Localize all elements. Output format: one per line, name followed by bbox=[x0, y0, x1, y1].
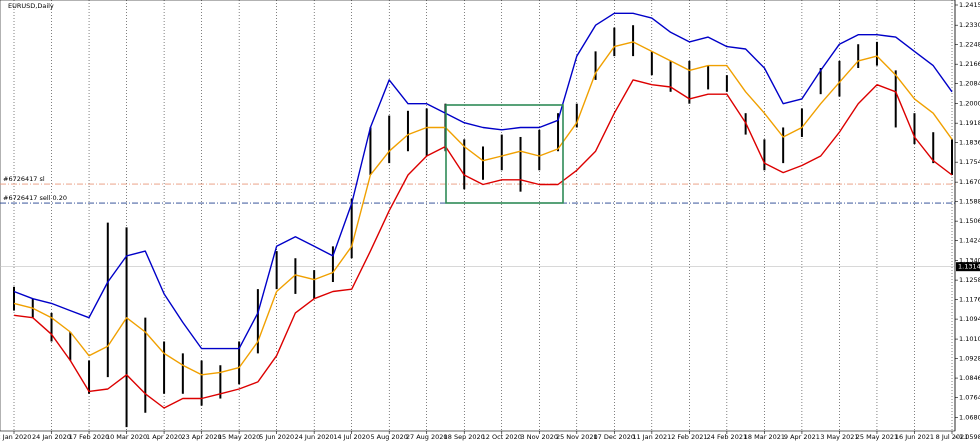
y-tick-label: 1.17540 bbox=[959, 158, 980, 166]
x-tick-label: 16 Jun 2021 bbox=[895, 433, 934, 441]
y-tick-label: 1.07640 bbox=[959, 394, 980, 402]
order-line-label: #6726417 sl bbox=[3, 175, 45, 183]
x-tick-label: 5 Jun 2020 bbox=[259, 433, 294, 441]
x-tick-label: 11 Jan 2021 bbox=[632, 433, 671, 441]
highlight-box bbox=[445, 104, 564, 204]
chart-title: EURUSD,Daily bbox=[8, 2, 54, 10]
y-tick-label: 1.06800 bbox=[959, 414, 980, 422]
x-tick-label: 25 May 2021 bbox=[856, 433, 898, 441]
x-tick-label: 24 Jan 2020 bbox=[32, 433, 71, 441]
y-tick-label: 1.16700 bbox=[959, 178, 980, 186]
x-tick-label: 5 Aug 2020 bbox=[370, 433, 408, 441]
y-tick-label: 1.18360 bbox=[959, 139, 980, 147]
x-tick-label: 18 Sep 2020 bbox=[444, 433, 485, 441]
y-tick-label: 1.10940 bbox=[959, 315, 980, 323]
y-tick-label: 1.15880 bbox=[959, 198, 980, 206]
y-tick-label: 1.22480 bbox=[959, 41, 980, 49]
x-tick-label: 17 Dec 2020 bbox=[594, 433, 636, 441]
y-tick-label: 1.05980 bbox=[959, 433, 980, 441]
last-price-label: 1.13145 bbox=[958, 263, 980, 271]
y-tick-label: 1.24150 bbox=[959, 1, 980, 9]
y-tick-label: 1.14240 bbox=[959, 237, 980, 245]
band-line bbox=[13, 41, 953, 376]
x-tick-label: 3 May 2021 bbox=[820, 433, 858, 441]
y-tick-label: 1.10100 bbox=[959, 335, 980, 343]
y-tick-label: 1.12580 bbox=[959, 276, 980, 284]
x-tick-label: 24 Feb 2021 bbox=[707, 433, 747, 441]
x-tick-label: 9 Apr 2021 bbox=[784, 433, 820, 441]
y-tick-label: 1.21660 bbox=[959, 60, 980, 68]
y-tick-label: 1.15060 bbox=[959, 217, 980, 225]
band-line bbox=[13, 79, 953, 409]
order-line-label: #6726417 sell 0.20 bbox=[3, 194, 67, 202]
y-tick-label: 1.09280 bbox=[959, 355, 980, 363]
x-tick-label: 17 Feb 2020 bbox=[69, 433, 109, 441]
x-tick-label: 25 Nov 2020 bbox=[556, 433, 598, 441]
x-tick-label: 3 Nov 2020 bbox=[521, 433, 559, 441]
last-price-box bbox=[956, 262, 980, 272]
y-tick-label: 1.23300 bbox=[959, 21, 980, 29]
plot-area bbox=[0, 0, 956, 432]
x-tick-label: 2 Feb 2021 bbox=[671, 433, 707, 441]
y-tick-label: 1.08460 bbox=[959, 374, 980, 382]
x-tick-label: 24 Jun 2020 bbox=[295, 433, 334, 441]
y-tick-label: 1.20840 bbox=[959, 80, 980, 88]
x-tick-label: 12 Oct 2020 bbox=[482, 433, 522, 441]
x-tick-label: 2 Jan 2020 bbox=[0, 433, 31, 441]
y-tick-label: 1.13400 bbox=[959, 257, 980, 265]
band-line bbox=[13, 12, 953, 350]
data-layer bbox=[13, 12, 953, 428]
x-tick-label: 23 Apr 2020 bbox=[181, 433, 221, 441]
x-tick-label: 15 May 2020 bbox=[218, 433, 260, 441]
x-tick-label: 18 Mar 2021 bbox=[744, 433, 785, 441]
x-tick-label: 8 Jul 2021 bbox=[936, 433, 969, 441]
y-tick-label: 1.20000 bbox=[959, 100, 980, 108]
y-tick-label: 1.11760 bbox=[959, 296, 980, 304]
y-tick-label: 1.19180 bbox=[959, 119, 980, 127]
x-tick-label: 1 Apr 2020 bbox=[146, 433, 182, 441]
x-tick-label: 14 Jul 2020 bbox=[333, 433, 370, 441]
x-tick-label: 10 Mar 2020 bbox=[106, 433, 147, 441]
x-tick-label: 27 Aug 2020 bbox=[406, 433, 448, 441]
